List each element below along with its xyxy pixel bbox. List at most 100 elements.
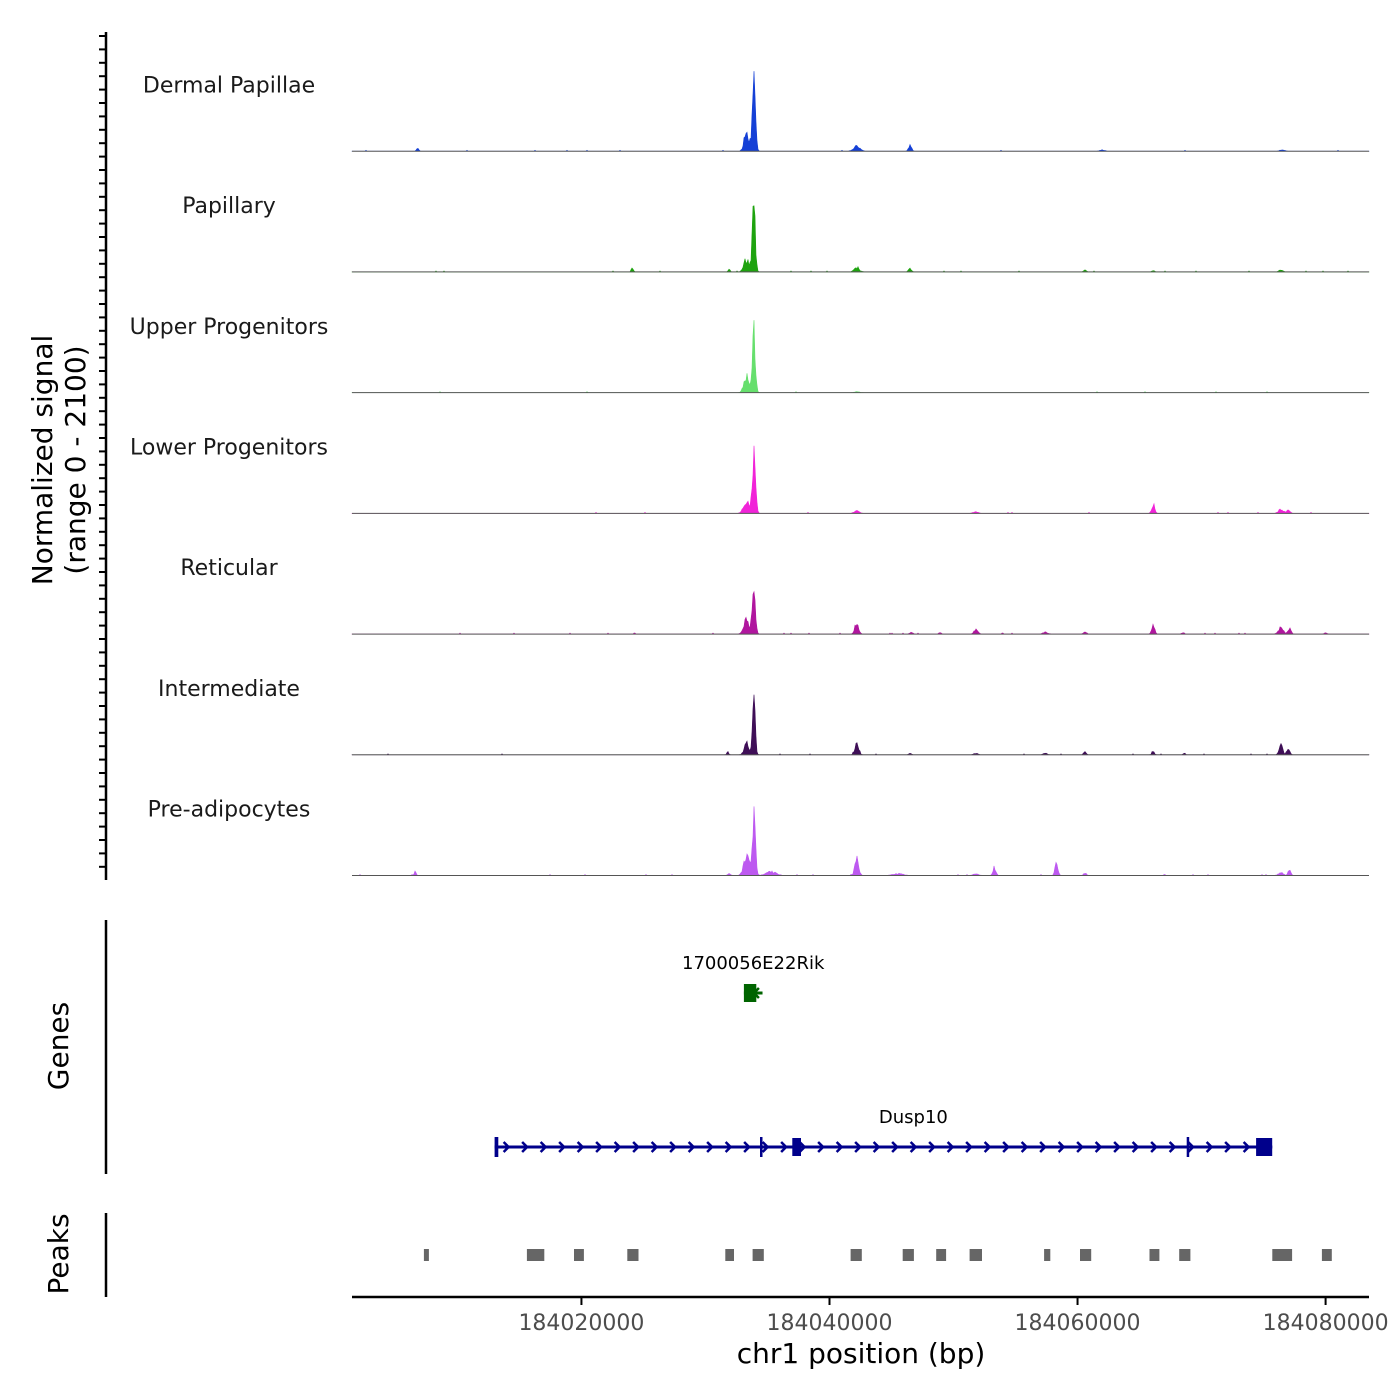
coverage-area	[351, 694, 1370, 756]
strand-arrow	[780, 1141, 788, 1153]
x-tick-label: 184060000	[1015, 1311, 1141, 1336]
strand-arrow	[1168, 1141, 1177, 1153]
peak-region	[574, 1249, 584, 1261]
strand-arrow	[706, 1141, 714, 1153]
gene: 1700056E22Rik	[682, 953, 825, 1002]
strand-arrow	[965, 1141, 973, 1153]
y-axis-title: Normalized signal	[26, 335, 59, 586]
strand-arrow	[650, 1141, 659, 1153]
x-axis: 184020000 184040000 184060000 184080000	[352, 1295, 1389, 1336]
track-label: Lower Progenitors	[130, 436, 328, 461]
strand-arrow	[521, 1141, 529, 1153]
peak-region	[969, 1249, 982, 1261]
coverage-area	[351, 445, 1370, 514]
strand-arrow	[1242, 1141, 1251, 1153]
gene-track: 1700056E22Rik Dusp10	[494, 953, 1273, 1157]
peaks-track	[423, 1249, 1332, 1261]
peak-region	[1044, 1249, 1051, 1261]
peak-region	[1080, 1249, 1092, 1261]
track-label: Pre-adipocytes	[148, 798, 311, 823]
track-label: Reticular	[180, 556, 278, 581]
strand-arrow	[909, 1141, 918, 1153]
track-label: Papillary	[182, 194, 276, 219]
strand-arrow	[558, 1141, 566, 1153]
strand-arrow	[1094, 1141, 1103, 1153]
strand-arrow	[928, 1141, 936, 1153]
x-tick-label: 184020000	[518, 1311, 644, 1336]
x-axis-title: chr1 position (bp)	[737, 1337, 986, 1370]
coverage-track: Dermal Papillae	[143, 71, 1370, 152]
strand-arrow	[743, 1141, 751, 1153]
strand-arrow	[1187, 1141, 1195, 1153]
track-label: Dermal Papillae	[143, 73, 315, 98]
peaks-section-label: Peaks	[42, 1213, 75, 1294]
strand-arrow	[1057, 1141, 1066, 1153]
peak-region	[752, 1249, 764, 1261]
peak-region	[936, 1249, 947, 1261]
gene-label: Dusp10	[879, 1107, 948, 1128]
peak-region	[1321, 1249, 1332, 1261]
strand-arrow	[1020, 1141, 1029, 1153]
peak-region	[1272, 1249, 1293, 1261]
gene-exon	[760, 1137, 763, 1157]
strand-arrow	[872, 1141, 881, 1153]
coverage-area	[351, 71, 1370, 152]
strand-arrow	[576, 1141, 585, 1153]
peak-region	[725, 1249, 734, 1261]
genes-section-label: Genes	[42, 1002, 75, 1090]
coverage-track: Pre-adipocytes	[148, 798, 1369, 876]
strand-arrow	[1131, 1141, 1140, 1153]
strand-arrow	[761, 1141, 770, 1153]
strand-arrow	[835, 1141, 844, 1153]
strand-arrow	[1113, 1141, 1121, 1153]
strand-arrow	[854, 1141, 862, 1153]
strand-arrow	[613, 1141, 622, 1153]
coverage-track: Reticular	[180, 556, 1370, 635]
peak-region	[1179, 1249, 1191, 1261]
strand-arrow	[669, 1141, 677, 1153]
coverage-area	[351, 320, 1370, 393]
x-tick-label: 184080000	[1263, 1311, 1389, 1336]
strand-arrow	[946, 1141, 955, 1153]
coverage-area	[352, 806, 1369, 876]
gene-exon	[792, 1138, 801, 1156]
strand-arrow	[798, 1141, 807, 1153]
coverage-area	[351, 205, 1370, 273]
coverage-track: Intermediate	[158, 677, 1370, 756]
track-label: Intermediate	[158, 677, 300, 702]
gene-exon	[494, 1137, 499, 1157]
gene-exon	[1186, 1137, 1190, 1157]
coverage-y-axis	[99, 32, 108, 880]
peak-region	[1149, 1249, 1160, 1261]
peak-region	[526, 1249, 545, 1261]
strand-arrow	[1002, 1141, 1010, 1153]
peak-region	[850, 1249, 862, 1261]
strand-arrow	[983, 1141, 992, 1153]
x-tick-label: 184040000	[767, 1311, 893, 1336]
strand-arrow	[817, 1141, 825, 1153]
strand-arrow	[891, 1141, 899, 1153]
strand-arrow	[687, 1141, 696, 1153]
coverage-area	[351, 590, 1370, 635]
peak-region	[902, 1249, 914, 1261]
gene-exon	[743, 984, 757, 1002]
strand-arrow	[1039, 1141, 1047, 1153]
track-label: Upper Progenitors	[130, 315, 329, 340]
strand-arrow	[632, 1141, 640, 1153]
peak-region	[627, 1249, 639, 1261]
strand-arrow	[1224, 1141, 1232, 1153]
coverage-track: Lower Progenitors	[130, 436, 1370, 514]
strand-arrow	[724, 1141, 733, 1153]
strand-arrow	[1205, 1141, 1214, 1153]
strand-arrow	[1150, 1141, 1158, 1153]
gene: Dusp10	[494, 1107, 1273, 1157]
coverage-tracks: Dermal Papillae Papillary Upper Progenitor…	[130, 71, 1370, 876]
coverage-track: Upper Progenitors	[130, 315, 1370, 394]
strand-arrow	[595, 1141, 603, 1153]
coverage-track: Papillary	[182, 194, 1370, 273]
strand-arrow	[502, 1141, 511, 1153]
gene-label: 1700056E22Rik	[682, 953, 825, 974]
peak-region	[423, 1249, 429, 1261]
gene-exon	[1256, 1138, 1273, 1156]
